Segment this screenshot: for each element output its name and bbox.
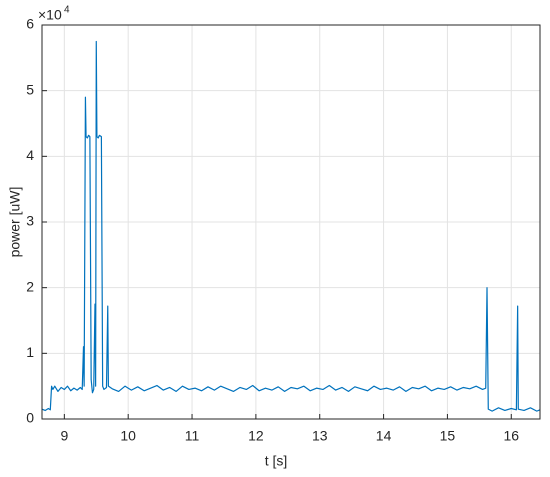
x-tick-label: 10 bbox=[120, 428, 136, 444]
x-tick-label: 9 bbox=[60, 428, 68, 444]
x-tick-label: 16 bbox=[503, 428, 519, 444]
y-tick-label: 6 bbox=[26, 16, 34, 32]
y-tick-label: 5 bbox=[26, 81, 34, 97]
data-line bbox=[41, 40, 541, 412]
x-tick-label: 14 bbox=[376, 428, 392, 444]
y-axis-label: power [uW] bbox=[7, 187, 23, 258]
x-tick-label: 11 bbox=[185, 428, 200, 444]
y-tick-label: 2 bbox=[26, 278, 34, 294]
y-tick-label: 0 bbox=[26, 410, 34, 426]
axes-box bbox=[41, 24, 541, 420]
y-exponent: 4 bbox=[64, 5, 70, 16]
y-tick-label: 3 bbox=[26, 213, 34, 229]
y-tick-label: 4 bbox=[26, 147, 34, 163]
y-tick-label: 1 bbox=[26, 344, 34, 360]
x-tick-label: 12 bbox=[248, 428, 264, 444]
x-tick-label: 15 bbox=[440, 428, 456, 444]
x-axis-label: t [s] bbox=[265, 453, 288, 469]
x-tick-label: 13 bbox=[312, 428, 328, 444]
y-multiplier: ×10 bbox=[38, 7, 62, 23]
